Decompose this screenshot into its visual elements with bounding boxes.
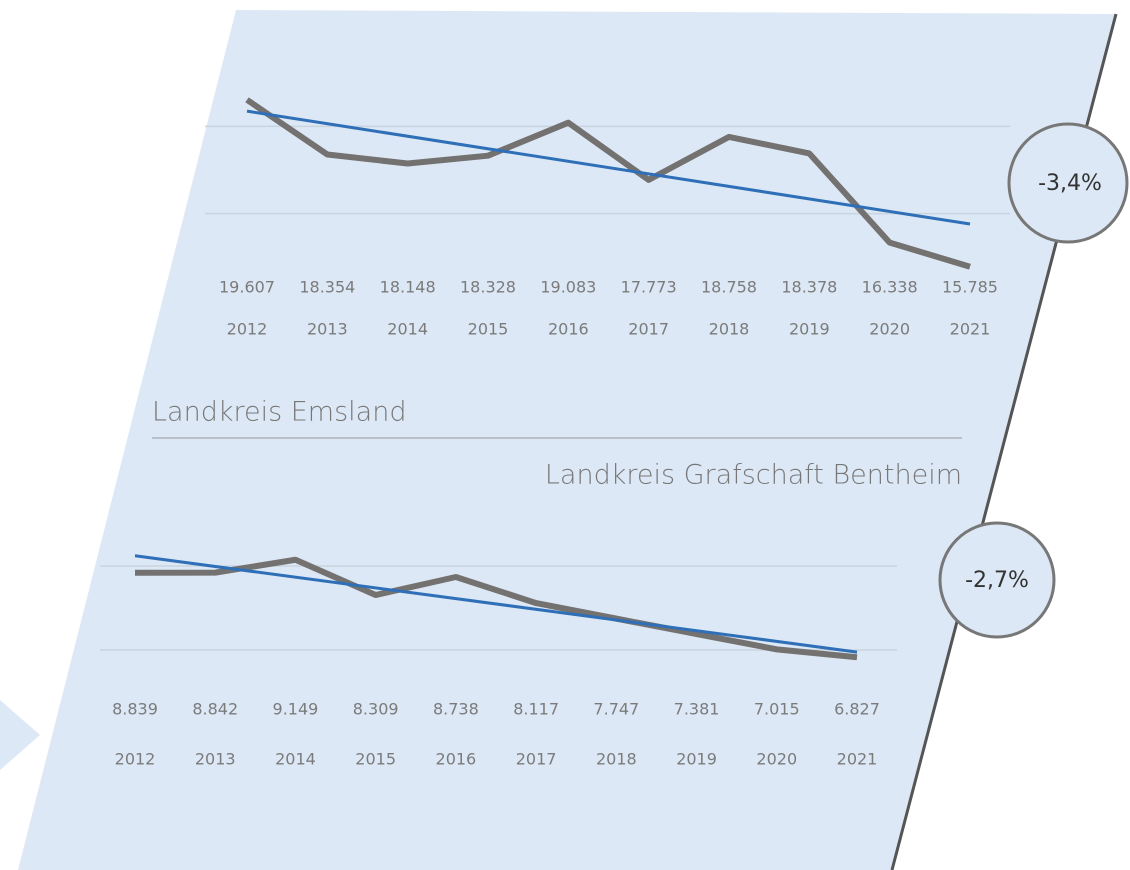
- value-label: 18.758: [701, 278, 757, 297]
- value-label: 18.378: [781, 278, 837, 297]
- x-tick-label: 2015: [468, 320, 509, 339]
- value-label: 18.354: [299, 278, 355, 297]
- trend-line: [246, 109, 971, 226]
- value-label: 8.117: [513, 700, 559, 719]
- value-label: 18.328: [460, 278, 516, 297]
- data-line: [245, 97, 971, 270]
- value-label: 8.842: [192, 700, 238, 719]
- x-tick-label: 2018: [596, 750, 637, 769]
- x-tick-label: 2016: [436, 750, 477, 769]
- x-tick-label: 2012: [227, 320, 268, 339]
- data-line: [134, 556, 858, 661]
- x-tick-label: 2017: [628, 320, 669, 339]
- value-label: 8.839: [112, 700, 158, 719]
- x-tick-label: 2021: [837, 750, 878, 769]
- badge: [938, 521, 1056, 639]
- x-tick-label: 2013: [307, 320, 348, 339]
- value-label: 8.738: [433, 700, 479, 719]
- x-tick-label: 2013: [195, 750, 236, 769]
- chart-title: Landkreis Grafschaft Bentheim: [545, 460, 962, 491]
- value-label: 16.338: [862, 278, 918, 297]
- x-tick-label: 2015: [355, 750, 396, 769]
- value-label: 17.773: [621, 278, 677, 297]
- value-label: 6.827: [834, 700, 880, 719]
- value-label: 7.747: [593, 700, 639, 719]
- x-tick-label: 2016: [548, 320, 589, 339]
- trend-line: [134, 554, 858, 654]
- annotation: -3,4%: [1038, 171, 1102, 196]
- x-tick-label: 2019: [676, 750, 717, 769]
- x-tick-label: 2012: [115, 750, 156, 769]
- value-label: 18.148: [380, 278, 436, 297]
- value-label: 19.083: [540, 278, 596, 297]
- chart-title: Landkreis Emsland: [152, 397, 406, 428]
- x-tick-label: 2017: [516, 750, 557, 769]
- value-label: 8.309: [353, 700, 399, 719]
- value-label: 19.607: [219, 278, 275, 297]
- x-tick-label: 2014: [387, 320, 428, 339]
- value-label: 7.381: [674, 700, 720, 719]
- background-panel: [18, 10, 1116, 870]
- arrow-shape: [0, 700, 40, 770]
- badge: [1007, 122, 1129, 244]
- x-tick-label: 2014: [275, 750, 316, 769]
- annotation: -2,7%: [965, 568, 1029, 593]
- value-label: 9.149: [273, 700, 319, 719]
- x-tick-label: 2020: [756, 750, 797, 769]
- value-label: 15.785: [942, 278, 998, 297]
- x-tick-label: 2019: [789, 320, 830, 339]
- value-label: 7.015: [754, 700, 800, 719]
- x-tick-label: 2018: [709, 320, 750, 339]
- x-tick-label: 2020: [869, 320, 910, 339]
- x-tick-label: 2021: [950, 320, 991, 339]
